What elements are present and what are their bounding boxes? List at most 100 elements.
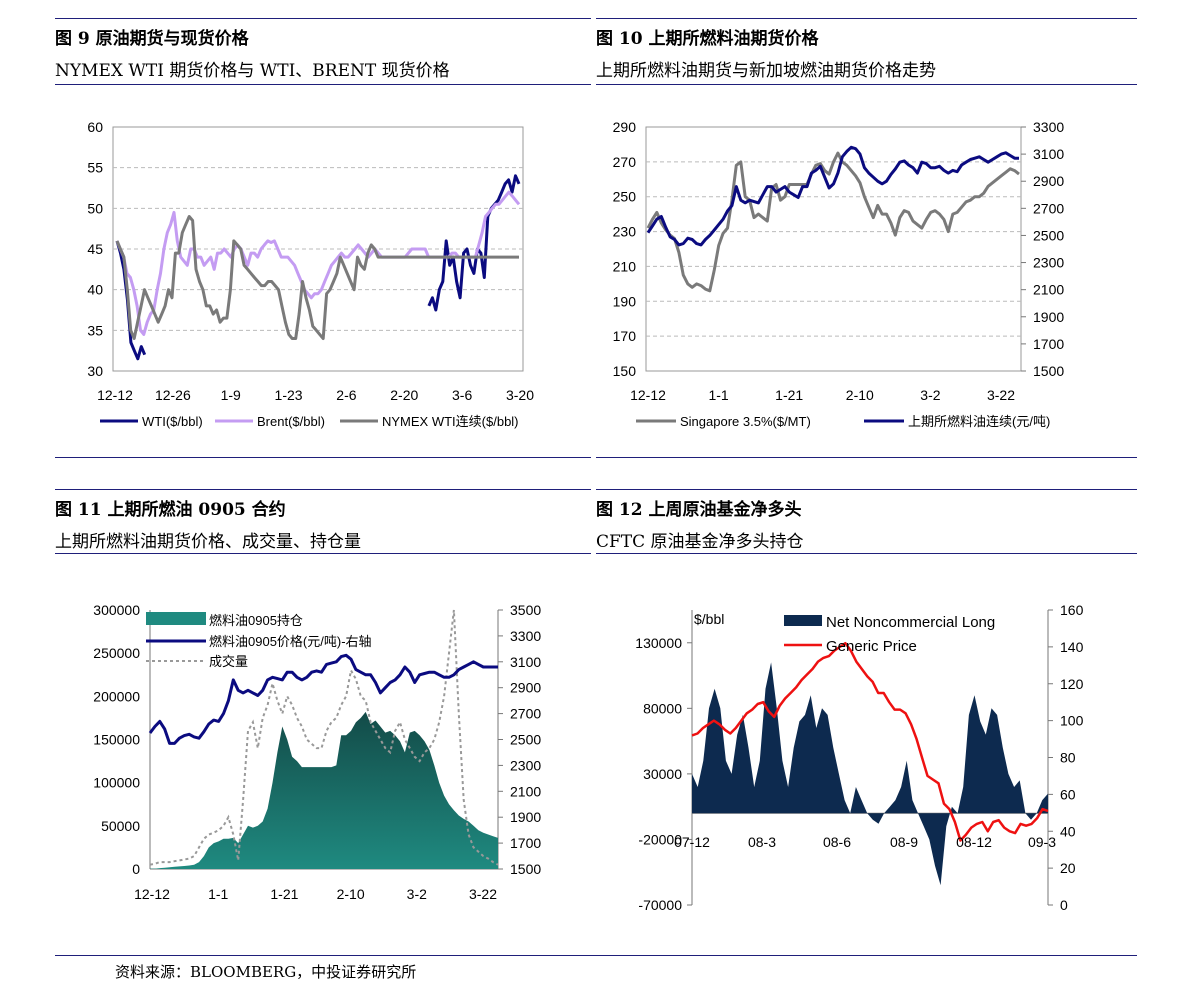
chart2-plot-frame [645, 126, 1022, 372]
panel2-header-rule [596, 84, 1137, 85]
chart4-legend-label: Generic Price [826, 638, 917, 655]
chart3-price-line [148, 653, 498, 745]
chart1-x-tick: 1-23 [275, 387, 303, 403]
chart2-legend-label: Singapore 3.5%($/MT) [680, 414, 811, 429]
chart2-y-right-tick: 2900 [1033, 173, 1064, 189]
chart3-y-right-tick: 1700 [510, 835, 541, 851]
chart1-legend-label: NYMEX WTI连续($/bbl) [382, 414, 519, 429]
chart3-legend-swatch [146, 612, 206, 625]
panel3-header-rule [55, 553, 591, 554]
chart1-y-tick: 45 [87, 241, 103, 257]
chart4-y-right-tick: 80 [1060, 750, 1076, 766]
chart4-y-left-tick: 80000 [643, 700, 682, 716]
chart1-y-tick: 40 [87, 282, 103, 298]
chart4-y-right-tick: 140 [1060, 639, 1084, 655]
chart3-y-right-tick: 2500 [510, 732, 541, 748]
chart4-y-left-tick: 130000 [635, 635, 682, 651]
chart3-volume-line [149, 609, 499, 866]
chart3-y-right-tick: 1900 [510, 809, 541, 825]
chart1-series-line [115, 190, 521, 336]
chart3-legend-label: 成交量 [209, 654, 248, 669]
chart2-series-line [646, 145, 1019, 247]
chart2-y-right-tick: 3100 [1033, 146, 1064, 162]
chart2-y-right-tick: 2500 [1033, 227, 1064, 243]
chart4-y-left-tick: 30000 [643, 766, 682, 782]
chart4-x-tick: 08-12 [956, 834, 992, 850]
chart3-y-left-tick: 300000 [93, 602, 140, 618]
chart-shfe-fuel-oil: 150 170 190 210 230 250 270 290 1500 1700 1900 2100… [613, 119, 1065, 429]
chart4-x-tick: 08-3 [748, 834, 776, 850]
chart3-x-tick: 12-12 [134, 886, 170, 902]
panel3-title: 图 11 上期所燃油 0905 合约 [55, 500, 286, 520]
chart3-x-tick: 3-2 [407, 886, 427, 902]
chart4-price-line [691, 641, 1049, 842]
panel2-bottom-rule [596, 457, 1137, 458]
panel2-title: 图 10 上期所燃料油期货价格 [596, 29, 819, 49]
chart3-y-right-tick: 2900 [510, 680, 541, 696]
chart1-y-tick: 35 [87, 322, 103, 338]
chart2-x-tick: 3-22 [987, 387, 1015, 403]
chart2-y-right-tick: 1500 [1033, 363, 1064, 379]
chart4-y-right-tick: 160 [1060, 602, 1084, 618]
panel1-top-rule [55, 18, 591, 19]
chart1-legend-label: Brent($/bbl) [257, 414, 325, 429]
chart3-y-left-tick: 150000 [93, 732, 140, 748]
panel4-top-rule [596, 489, 1137, 490]
panel1-header-rule [55, 84, 591, 85]
chart2-y-left-tick: 290 [613, 119, 637, 135]
chart3-y-right-tick: 2100 [510, 783, 541, 799]
panel1-subtitle: NYMEX WTI 期货价格与 WTI、BRENT 现货价格 [55, 61, 450, 81]
chart3-x-tick: 2-10 [337, 886, 365, 902]
chart-oil-futures-spot: 30 35 40 45 50 55 60 12-12 12-26 1-9 1-23 2-6 2-20 3-… [87, 119, 534, 429]
chart3-y-left-tick: 50000 [101, 818, 140, 834]
chart2-y-left-tick: 250 [613, 189, 637, 205]
chart4-y-right-tick: 60 [1060, 786, 1076, 802]
chart2-y-right-tick: 3300 [1033, 119, 1064, 135]
chart2-y-left-tick: 270 [613, 154, 637, 170]
chart1-x-tick: 3-6 [452, 387, 472, 403]
chart4-y-right-tick: 20 [1060, 860, 1076, 876]
panel3-top-rule [55, 489, 591, 490]
chart1-y-tick: 50 [87, 200, 103, 216]
chart1-x-tick: 1-9 [221, 387, 241, 403]
chart3-y-right-tick: 3300 [510, 628, 541, 644]
chart4-y-right-tick: 120 [1060, 676, 1084, 692]
chart2-y-left-tick: 150 [613, 363, 637, 379]
chart3-y-right-tick: 2700 [510, 706, 541, 722]
chart2-legend-label: 上期所燃料油连续(元/吨) [908, 414, 1050, 429]
chart1-x-tick: 3-20 [506, 387, 534, 403]
chart1-x-tick: 12-26 [155, 387, 191, 403]
panel4-subtitle: CFTC 原油基金净多头持仓 [596, 532, 804, 552]
chart2-x-tick: 12-12 [630, 387, 666, 403]
chart3-y-left-tick: 250000 [93, 645, 140, 661]
chart4-y-right-tick: 100 [1060, 713, 1084, 729]
chart2-y-left-tick: 170 [613, 328, 637, 344]
chart2-x-tick: 2-10 [846, 387, 874, 403]
chart1-legend-label: WTI($/bbl) [142, 414, 203, 429]
chart4-net-long-area [692, 662, 1048, 886]
chart1-x-tick: 2-20 [390, 387, 418, 403]
panel4-title: 图 12 上周原油基金净多头 [596, 500, 802, 520]
chart-fuel-oil-0905: 0 50000 100000 150000 200000 250000 300000 1500… [93, 602, 541, 902]
chart4-x-tick: 08-6 [823, 834, 851, 850]
chart2-y-left-tick: 210 [613, 258, 637, 274]
chart4-y-left-tick: -70000 [638, 897, 682, 913]
chart3-legend-label: 燃料油0905持仓 [209, 613, 303, 628]
chart4-x-tick: 09-3 [1028, 834, 1056, 850]
panel1-bottom-rule [55, 457, 591, 458]
chart3-y-right-tick: 3100 [510, 654, 541, 670]
chart2-y-left-tick: 190 [613, 293, 637, 309]
panel4-header-rule [596, 553, 1137, 554]
chart3-y-right-tick: 2300 [510, 757, 541, 773]
panel2-subtitle: 上期所燃料油期货与新加坡燃油期货价格走势 [596, 61, 936, 81]
chart4-legend-swatch [784, 615, 822, 626]
chart-cftc-net-long: $/bbl -70000 -20000 30000 80000 130000 0 20 40 60… [635, 602, 1084, 913]
chart1-y-tick: 60 [87, 119, 103, 135]
chart4-y-right-tick: 40 [1060, 823, 1076, 839]
chart2-y-right-tick: 1900 [1033, 309, 1064, 325]
chart1-series-line [115, 215, 519, 340]
chart3-x-tick: 3-22 [469, 886, 497, 902]
chart2-y-left-tick: 230 [613, 224, 637, 240]
chart3-legend-label: 燃料油0905价格(元/吨)-右轴 [209, 634, 372, 649]
panel1-title: 图 9 原油期货与现货价格 [55, 29, 249, 49]
